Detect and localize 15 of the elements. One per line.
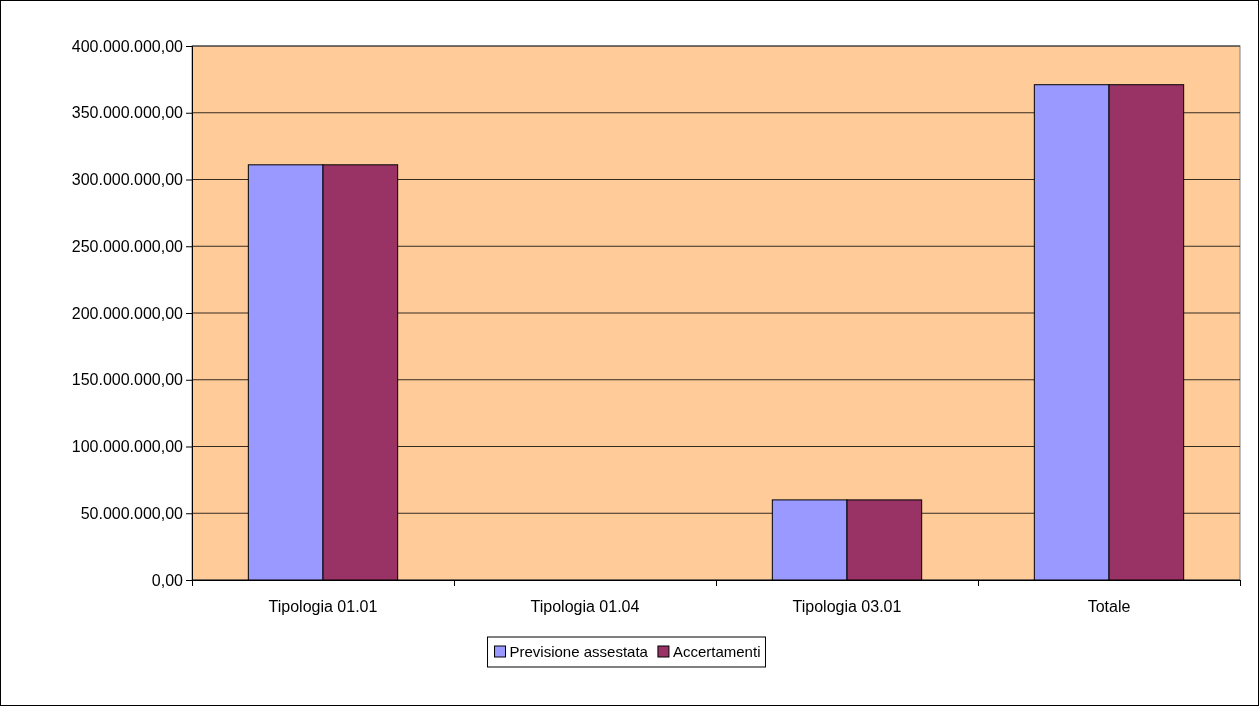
y-tick-label: 100.000.000,00 (71, 438, 184, 456)
y-tick-label: 350.000.000,00 (71, 104, 184, 122)
y-tick-label: 300.000.000,00 (71, 171, 184, 189)
x-tick-label: Tipologia 03.01 (792, 598, 902, 615)
y-tick-label: 150.000.000,00 (71, 371, 184, 389)
x-tick-label: Tipologia 01.04 (530, 598, 640, 615)
y-tick-label: 250.000.000,00 (71, 237, 184, 255)
x-tick-label: Totale (1087, 598, 1131, 615)
x-tick-label: Tipologia 01.01 (268, 598, 378, 615)
legend-label: Previsione assestata (509, 643, 649, 660)
legend-label: Accertamenti (672, 643, 761, 660)
y-tick-label: 50.000.000,00 (80, 504, 184, 522)
y-tick-label: 0,00 (151, 571, 184, 589)
y-tick-label: 200.000.000,00 (71, 304, 184, 322)
y-tick-label: 400.000.000,00 (71, 37, 184, 55)
